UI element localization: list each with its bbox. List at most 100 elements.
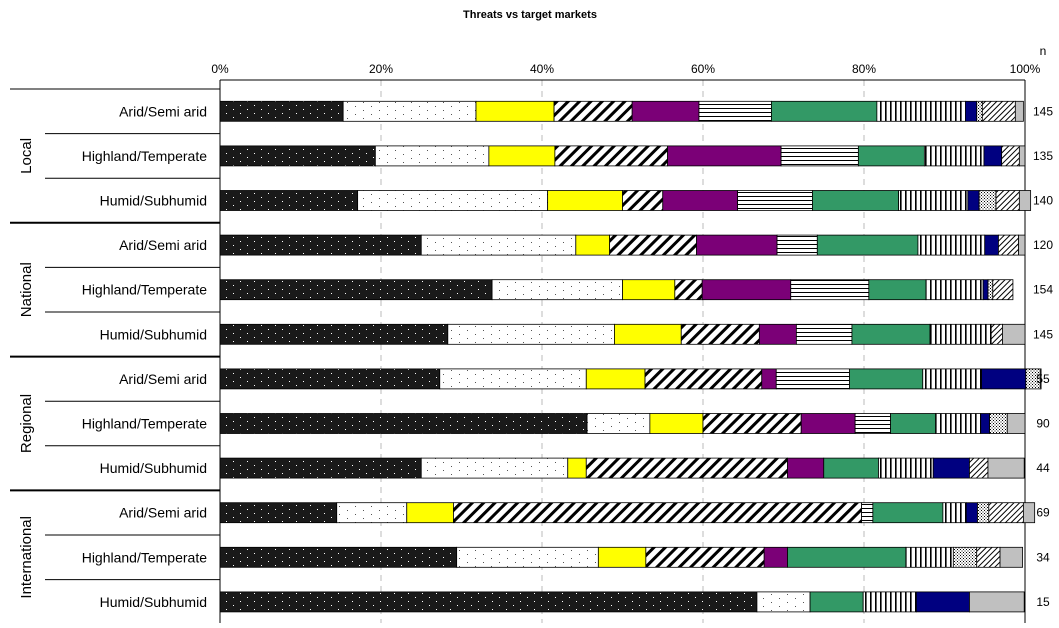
bar-segment <box>1018 145 1026 167</box>
bar-segment <box>644 368 763 390</box>
bar-segment <box>586 413 651 434</box>
bar-segment <box>698 100 772 122</box>
bar-segment <box>702 413 802 434</box>
bar-segment <box>219 279 493 301</box>
category-label: Humid/Subhumid <box>100 326 207 342</box>
category-label: Humid/Subhumid <box>100 594 207 610</box>
bar-segment <box>915 591 970 613</box>
bar-segment <box>696 234 778 256</box>
bar-segment <box>861 502 874 524</box>
bar-segment <box>439 368 587 390</box>
bar-segment <box>816 234 919 256</box>
bar-segment <box>758 323 797 345</box>
bar-segment <box>585 457 788 479</box>
category-label: Arid/Semi arid <box>119 371 207 387</box>
bar-segment <box>976 100 983 122</box>
n-value: 15 <box>1036 595 1050 609</box>
bar-segment <box>952 546 978 568</box>
category-label: Highland/Temperate <box>82 549 208 565</box>
bar-segment <box>849 368 924 390</box>
bar-segment <box>898 190 969 211</box>
bar-segment <box>488 145 556 167</box>
x-tick-label: 100% <box>1010 62 1041 76</box>
bar-segment <box>878 457 934 479</box>
bar-segment <box>787 546 907 568</box>
bar-segment <box>447 323 615 345</box>
bar-segment <box>980 413 990 434</box>
bar-segment <box>219 546 458 568</box>
bar-segment <box>622 279 676 301</box>
bar-segment <box>923 145 985 167</box>
bar-segment <box>987 457 1025 479</box>
x-axis-ticks: 0% 20% 40% 60% 80% 100% <box>211 62 1040 76</box>
n-value: 154 <box>1033 283 1053 297</box>
bar-segment <box>622 190 664 211</box>
bar-segment <box>597 546 647 568</box>
bar-segment <box>876 100 966 122</box>
bar-segment <box>935 413 982 434</box>
bar-segment <box>790 279 870 301</box>
bar-segment <box>776 234 818 256</box>
bar-segment <box>420 457 569 479</box>
bar-segment <box>763 546 788 568</box>
gridlines <box>219 79 1026 623</box>
bar-segment <box>649 413 704 434</box>
bar-segment <box>983 145 1003 167</box>
bar-segment <box>800 413 856 434</box>
bar-segment <box>932 457 970 479</box>
bar-segment <box>976 546 1001 568</box>
bar-segment <box>219 591 758 613</box>
bar-segment <box>1001 145 1020 167</box>
bar-segment <box>969 591 1025 613</box>
bar-segment <box>609 234 697 256</box>
n-value: 120 <box>1033 238 1053 252</box>
bar-segment <box>219 368 441 390</box>
n-value: 90 <box>1036 417 1050 431</box>
n-values: 145 135 140 120 154 145 55 90 44 69 34 15 <box>1033 104 1053 609</box>
bar-segment <box>984 234 999 256</box>
bar-segment <box>491 279 623 301</box>
n-value: 44 <box>1036 461 1050 475</box>
bar-segment <box>420 234 577 256</box>
bar-segment <box>969 457 989 479</box>
bar-segment <box>756 591 811 613</box>
bar-segment <box>219 502 338 524</box>
bar-segment <box>982 279 989 301</box>
bar-segment <box>219 457 422 479</box>
category-label: Highland/Temperate <box>82 282 208 298</box>
bar-segment <box>890 413 937 434</box>
group-label: International <box>18 516 35 599</box>
bar-segment <box>862 591 917 613</box>
bar-segment <box>645 546 765 568</box>
group-label: Regional <box>18 394 35 453</box>
bar-segment <box>978 190 997 211</box>
bar-segment <box>1006 413 1026 434</box>
bar-segment <box>336 502 408 524</box>
bar-segment <box>680 323 760 345</box>
bar-segment <box>761 368 777 390</box>
bar-segment <box>981 100 1016 122</box>
group-label: National <box>18 262 35 317</box>
bar-segment <box>357 190 549 211</box>
n-column-header: n <box>1040 44 1047 58</box>
bar-segment <box>1022 502 1036 524</box>
bar-segment <box>667 145 782 167</box>
bar-segment <box>992 279 1014 301</box>
bar-segment <box>995 190 1020 211</box>
bar-segment <box>868 279 927 301</box>
bar-segment <box>342 100 477 122</box>
bar-segment <box>374 145 490 167</box>
bar-segment <box>999 546 1023 568</box>
bar-segment <box>737 190 813 211</box>
bar-segment <box>989 413 1008 434</box>
bar-segment <box>925 279 984 301</box>
x-tick-label: 40% <box>530 62 554 76</box>
bar-segment <box>456 546 599 568</box>
bar-segment <box>567 457 587 479</box>
bar-segment <box>614 323 682 345</box>
bar-segment <box>575 234 611 256</box>
n-value: 69 <box>1036 506 1050 520</box>
category-label: Humid/Subhumid <box>100 193 207 209</box>
bar-segment <box>922 368 982 390</box>
